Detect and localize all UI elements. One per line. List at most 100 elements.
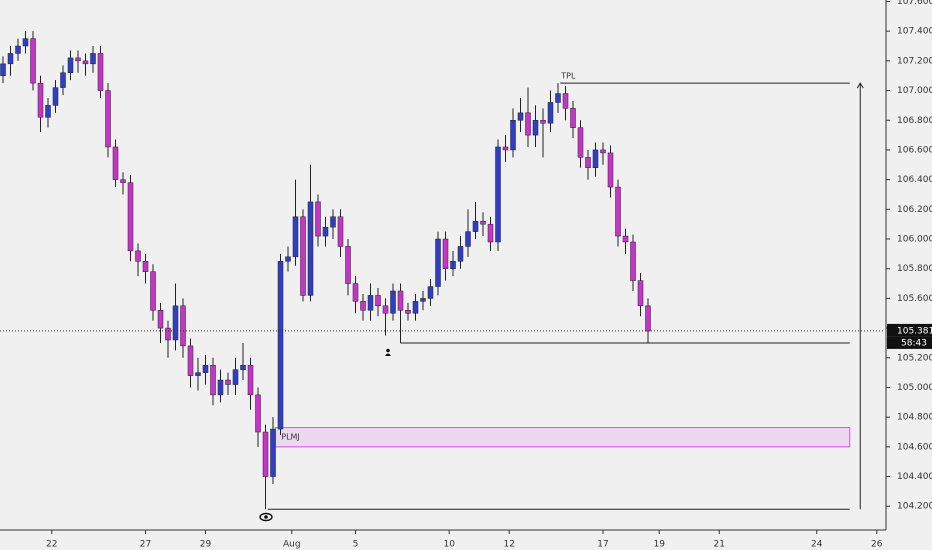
candle-body xyxy=(487,223,494,243)
x-tick-label: 12 xyxy=(504,540,515,550)
y-tick-label: 107.400 xyxy=(897,27,932,37)
candle-body xyxy=(330,216,336,228)
candle-body xyxy=(120,179,126,183)
x-tick-label: 29 xyxy=(200,540,212,550)
candle-body xyxy=(217,379,224,396)
candle-body xyxy=(30,38,36,84)
candle-body xyxy=(457,246,464,262)
y-tick-label: 104.800 xyxy=(897,413,932,423)
x-tick-label: 19 xyxy=(654,540,666,550)
candle-body xyxy=(600,149,606,154)
candle-body xyxy=(405,310,411,314)
candle-body xyxy=(105,90,111,148)
candle-body xyxy=(232,369,239,385)
y-tick-label: 104.200 xyxy=(897,502,932,512)
candle-body xyxy=(240,364,246,370)
candle-body xyxy=(300,216,306,296)
candle-body xyxy=(37,82,44,118)
candle-body xyxy=(555,93,561,103)
candle-body xyxy=(180,305,186,347)
y-tick-label: 106.000 xyxy=(897,235,932,245)
candle-body xyxy=(525,112,531,136)
candle-body xyxy=(607,152,614,188)
candle-body xyxy=(292,216,299,258)
candle-body xyxy=(202,364,209,373)
candle-body xyxy=(0,63,6,76)
candle-body xyxy=(45,105,51,118)
y-tick-label: 106.600 xyxy=(897,145,932,155)
candle-body xyxy=(397,290,404,311)
candle-body xyxy=(390,290,396,314)
candle-body xyxy=(592,149,599,169)
tpl-label: TPL xyxy=(560,72,576,81)
candle-body xyxy=(75,57,81,62)
candle-body xyxy=(127,182,134,252)
candle-body xyxy=(532,120,539,136)
x-tick-label: 5 xyxy=(353,540,359,550)
x-tick-label: 27 xyxy=(140,540,151,550)
candle-body xyxy=(615,186,621,237)
candle-body xyxy=(255,394,261,433)
candle-body xyxy=(540,120,546,124)
y-tick-label: 105.800 xyxy=(897,264,932,274)
candle-body xyxy=(15,45,21,54)
x-tick-label: 21 xyxy=(714,540,725,550)
candle-body xyxy=(337,216,344,247)
candle-body xyxy=(135,250,141,262)
y-tick-label: 105.600 xyxy=(897,294,932,304)
candle-body xyxy=(367,295,374,311)
candle-body xyxy=(22,38,29,47)
person-icon xyxy=(385,348,391,356)
x-tick-label: 10 xyxy=(444,540,456,550)
y-tick-label: 107.200 xyxy=(897,56,932,66)
candle-body xyxy=(60,72,66,88)
y-tick-label: 104.600 xyxy=(897,442,932,452)
candle-body xyxy=(97,53,104,91)
y-tick-label: 107.600 xyxy=(897,0,932,7)
x-tick-label: Aug xyxy=(283,540,301,550)
candle-body xyxy=(157,310,164,329)
candle-body xyxy=(637,280,644,307)
candle-body xyxy=(442,238,449,269)
candle-body xyxy=(547,102,554,124)
y-tick-label: 105.000 xyxy=(897,383,932,393)
x-tick-label: 24 xyxy=(811,540,823,550)
countdown-box xyxy=(887,336,932,349)
x-tick-label: 17 xyxy=(597,540,608,550)
candle-body xyxy=(112,146,119,180)
candle-body xyxy=(352,283,359,302)
candle-body xyxy=(345,246,351,284)
candle-body xyxy=(645,305,651,332)
eye-icon xyxy=(259,512,273,522)
candle-body xyxy=(480,220,486,225)
candle-body xyxy=(472,220,479,232)
countdown-label: 58:43 xyxy=(901,338,927,348)
candle-body xyxy=(7,53,14,65)
candle-body xyxy=(142,261,149,272)
y-tick-label: 106.800 xyxy=(897,116,932,126)
y-tick-label: 106.400 xyxy=(897,175,932,185)
candle-body xyxy=(382,305,389,314)
candle-body xyxy=(270,428,276,477)
candle-body xyxy=(450,261,456,269)
candle-body xyxy=(285,256,291,262)
y-tick-label: 104.400 xyxy=(897,472,932,482)
candle-body xyxy=(562,93,569,109)
zone-label: PLMJ xyxy=(281,433,300,442)
candle-body xyxy=(420,298,426,302)
candle-body xyxy=(577,127,584,158)
candle-body xyxy=(427,286,434,299)
candle-body xyxy=(315,201,321,237)
candle-body xyxy=(322,226,329,237)
candle-body xyxy=(277,261,284,430)
candle-body xyxy=(225,379,231,385)
candle-body xyxy=(90,53,96,65)
last-price-box xyxy=(887,323,932,337)
x-tick-label: 22 xyxy=(46,540,57,550)
candle-body xyxy=(517,112,524,121)
candle-body xyxy=(82,60,89,65)
candle-body xyxy=(585,157,591,169)
y-tick-label: 107.000 xyxy=(897,86,932,96)
